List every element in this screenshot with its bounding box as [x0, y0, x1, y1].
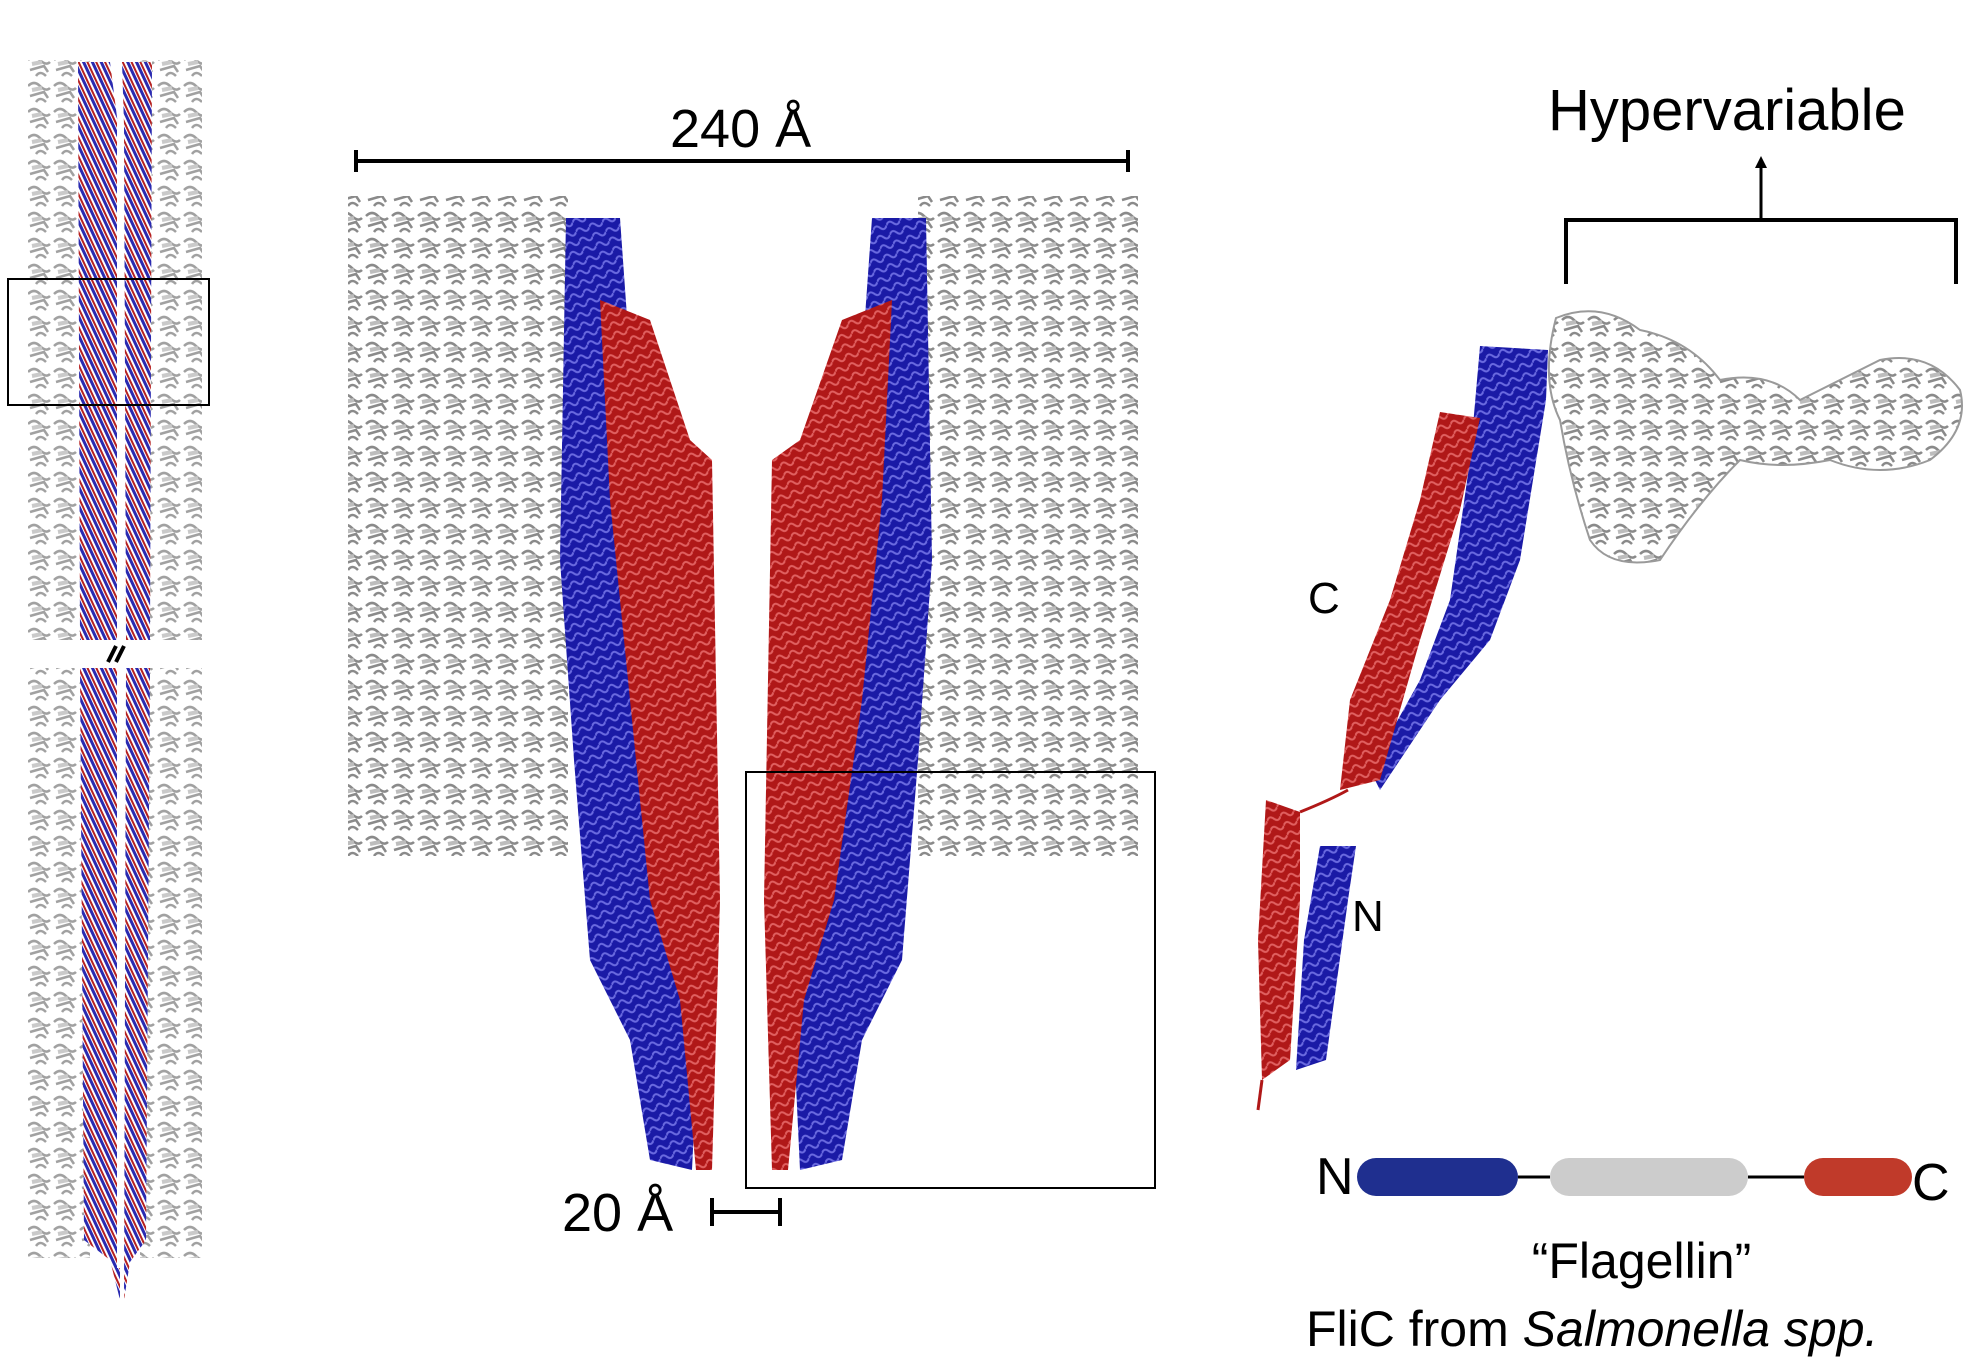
caption-species: Salmonella spp.	[1522, 1301, 1879, 1357]
overview-grey-right-bottom	[140, 668, 202, 1258]
double-slash-break-icon	[106, 645, 126, 663]
domain-schematic	[1357, 1158, 1912, 1196]
cross-core-right-red	[764, 300, 892, 1170]
bar-n-label: N	[1316, 1148, 1354, 1206]
cross-zoom-box	[745, 771, 1156, 1189]
monomer-blue-helix-upper	[1370, 346, 1548, 790]
scale-bar-240	[354, 150, 1130, 172]
width-240-label: 240 Å	[670, 99, 812, 159]
monomer-red-helix-lower	[1258, 800, 1300, 1080]
overview-core-left-top	[78, 62, 120, 640]
caption-subtitle: FliC from Salmonella spp.	[1306, 1304, 1878, 1354]
monomer-red-helix-upper	[1340, 412, 1480, 790]
monomer-grey-domain	[1547, 310, 1963, 564]
width-20-label: 20 Å	[562, 1183, 674, 1243]
overview-grey-left-bottom	[28, 668, 90, 1258]
bar-c-domain	[1804, 1158, 1912, 1196]
caption-prefix: FliC from	[1306, 1301, 1523, 1357]
monomer-blue-helix-lower	[1296, 846, 1356, 1070]
caption-title: “Flagellin”	[0, 1236, 1983, 1286]
n-terminus-label: N	[1352, 892, 1384, 941]
flagellin-monomer	[1256, 156, 1963, 1111]
caption-title-text: “Flagellin”	[1531, 1233, 1752, 1289]
filament-cross-section	[348, 150, 1156, 1226]
cross-core-left-red	[600, 300, 720, 1170]
cross-grey-left	[348, 196, 568, 856]
scale-bar-20	[710, 1198, 782, 1226]
bar-hypervariable-domain	[1550, 1158, 1748, 1196]
overview-core-right-bottom	[124, 668, 150, 1300]
hypervariable-label: Hypervariable	[1548, 78, 1906, 143]
overview-zoom-box	[7, 278, 210, 406]
arrow-up-icon	[1755, 156, 1767, 168]
hypervariable-bracket	[1564, 156, 1958, 284]
overview-core-left-bottom	[80, 668, 120, 1300]
bar-n-domain	[1357, 1158, 1518, 1196]
bar-c-label: C	[1912, 1154, 1950, 1212]
overview-core-right-top	[122, 62, 152, 640]
filament-overview	[7, 60, 210, 1300]
c-terminus-label: C	[1308, 574, 1340, 623]
cross-grey-right	[918, 196, 1138, 856]
